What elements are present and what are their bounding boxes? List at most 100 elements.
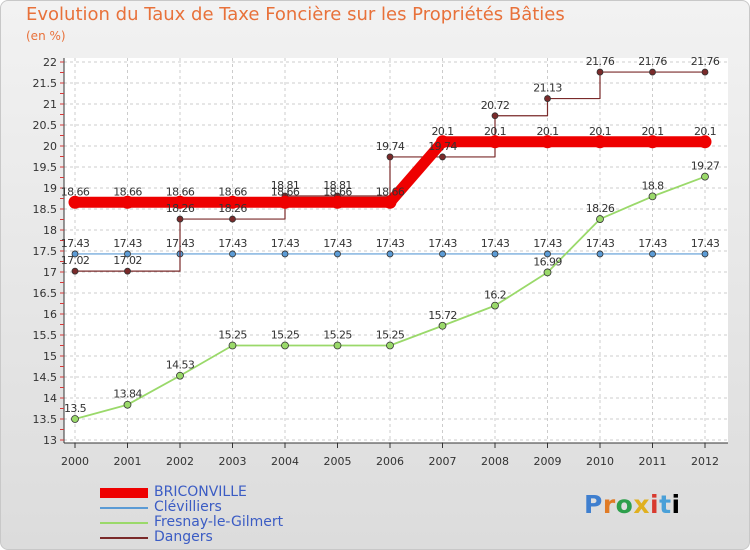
y-tick-label: 18.5	[33, 203, 58, 216]
y-tick-label: 13.5	[33, 413, 58, 426]
data-point	[176, 215, 184, 223]
data-label: 16.2	[484, 289, 506, 302]
data-label: 15.25	[376, 329, 405, 342]
data-point	[71, 250, 79, 258]
y-tick-label: 20.5	[33, 119, 58, 132]
data-point	[491, 250, 499, 258]
y-tick-label: 19	[43, 182, 57, 195]
data-label: 20.1	[641, 125, 663, 138]
data-point	[229, 215, 236, 223]
data-label: 17.43	[481, 237, 510, 250]
data-point	[124, 267, 131, 275]
data-point	[226, 195, 239, 209]
x-tick-label: 2005	[324, 455, 352, 468]
data-point	[383, 195, 397, 209]
data-label: 16.99	[533, 255, 562, 268]
data-label: 17.43	[323, 237, 352, 250]
data-point	[334, 250, 341, 258]
data-label: 19.74	[428, 140, 457, 153]
y-tick-label: 16.5	[33, 287, 58, 300]
data-point	[228, 341, 237, 350]
data-point	[488, 135, 502, 149]
data-label: 13.5	[64, 402, 87, 415]
data-point	[646, 135, 659, 149]
y-tick-label: 18	[43, 224, 57, 237]
x-tick-label: 2009	[534, 455, 562, 468]
x-tick-label: 2006	[376, 455, 404, 468]
data-point	[648, 192, 657, 201]
data-label: 17.43	[638, 237, 667, 250]
data-point	[124, 250, 131, 258]
data-label: 13.84	[113, 388, 142, 401]
data-point	[176, 371, 184, 380]
data-point	[649, 68, 656, 76]
data-point	[649, 250, 656, 258]
data-label: 21.76	[586, 55, 615, 68]
data-label: 18.66	[218, 185, 247, 198]
data-point	[596, 215, 604, 223]
y-tick-label: 22	[43, 56, 57, 69]
data-point	[333, 341, 342, 350]
data-label: 18.26	[586, 202, 615, 215]
data-label: 14.53	[166, 359, 195, 372]
y-tick-label: 19.5	[33, 161, 58, 174]
legend-swatch	[100, 522, 148, 524]
data-label: 20.1	[536, 125, 558, 138]
data-point	[121, 195, 134, 209]
unit-label: (en %)	[26, 29, 66, 43]
x-tick-label: 2003	[219, 455, 247, 468]
y-tick-label: 17.5	[33, 245, 58, 258]
data-point	[71, 267, 79, 275]
data-point	[71, 415, 79, 423]
data-label: 18.66	[113, 185, 142, 198]
data-label: 17.43	[218, 237, 247, 250]
data-point	[541, 135, 554, 149]
data-point	[281, 341, 289, 350]
y-tick-label: 16	[43, 308, 57, 321]
data-point	[491, 112, 499, 120]
legend-swatch	[100, 507, 148, 509]
x-tick-label: 2002	[166, 455, 194, 468]
data-label: 15.25	[323, 329, 352, 342]
legend-label: BRICONVILLE	[154, 484, 247, 500]
data-label: 20.1	[694, 125, 716, 138]
data-label: 17.02	[61, 254, 90, 267]
data-label: 17.43	[376, 237, 405, 250]
data-point	[386, 153, 394, 161]
x-tick-label: 2000	[61, 455, 89, 468]
y-tick-label: 21.5	[33, 77, 58, 90]
data-label: 18.26	[166, 202, 195, 215]
y-tick-label: 15	[43, 350, 57, 363]
x-tick-label: 2011	[639, 455, 667, 468]
data-point	[701, 68, 709, 76]
data-label: 18.81	[271, 179, 300, 192]
data-point	[698, 135, 712, 149]
data-label: 20.1	[589, 125, 611, 138]
data-point	[68, 195, 82, 209]
data-label: 15.25	[218, 329, 247, 342]
data-label: 21.76	[691, 55, 720, 68]
data-label: 19.27	[691, 160, 720, 173]
data-label: 18.66	[61, 185, 90, 198]
data-point	[439, 153, 446, 161]
legend-label: Clévilliers	[154, 499, 222, 515]
y-tick-label: 14	[43, 392, 57, 405]
data-point	[596, 250, 604, 258]
chart-title: Evolution du Taux de Taxe Foncière sur l…	[26, 4, 565, 25]
y-tick-label: 13	[43, 434, 57, 447]
data-label: 18.66	[166, 185, 195, 198]
data-label: 18.81	[323, 179, 352, 192]
data-point	[544, 95, 551, 102]
data-label: 20.72	[481, 99, 510, 112]
data-label: 18.66	[323, 185, 352, 198]
data-label: 17.43	[166, 237, 195, 250]
legend-swatch	[100, 488, 148, 498]
data-point	[331, 195, 344, 209]
data-label: 18.66	[271, 185, 300, 198]
data-label: 19.74	[376, 140, 405, 153]
data-point	[123, 400, 132, 409]
data-label: 20.1	[431, 125, 453, 138]
y-tick-label: 17	[43, 266, 57, 279]
y-tick-label: 20	[43, 140, 57, 153]
